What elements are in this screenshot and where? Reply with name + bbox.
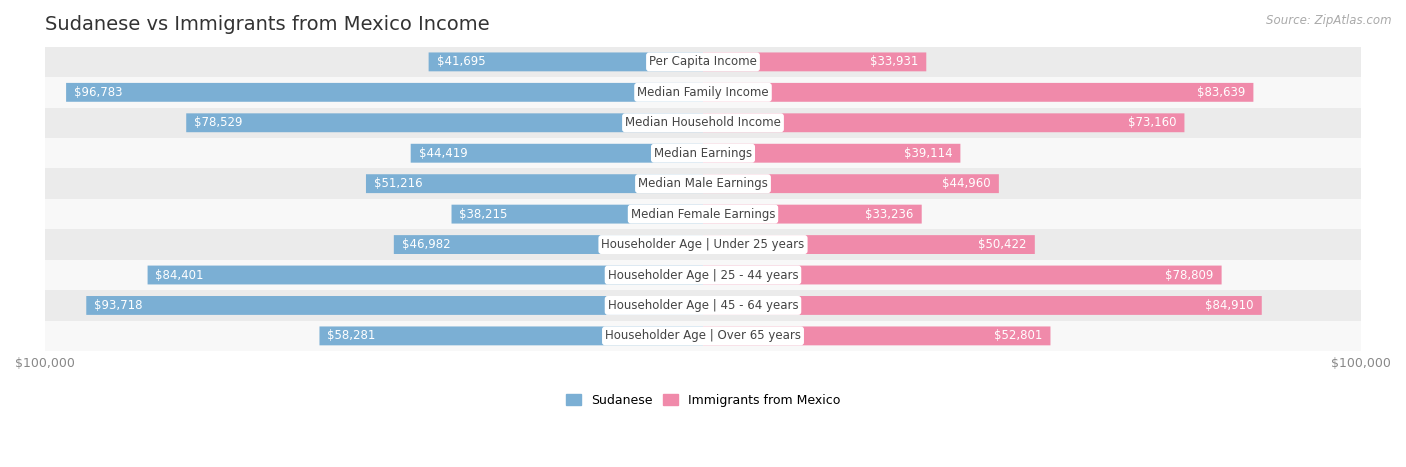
Text: Householder Age | 25 - 44 years: Householder Age | 25 - 44 years [607, 269, 799, 282]
FancyBboxPatch shape [451, 205, 703, 224]
Bar [45, 229, 1361, 260]
Bar [45, 107, 1361, 138]
Text: $38,215: $38,215 [460, 208, 508, 220]
Bar [45, 290, 1361, 321]
Text: Median Earnings: Median Earnings [654, 147, 752, 160]
Text: $51,216: $51,216 [374, 177, 422, 190]
Text: Per Capita Income: Per Capita Income [650, 56, 756, 68]
Text: Median Female Earnings: Median Female Earnings [631, 208, 775, 220]
Text: Median Household Income: Median Household Income [626, 116, 780, 129]
FancyBboxPatch shape [703, 144, 960, 163]
FancyBboxPatch shape [429, 52, 703, 71]
Text: $78,809: $78,809 [1166, 269, 1213, 282]
Text: $83,639: $83,639 [1197, 86, 1246, 99]
Bar [45, 260, 1361, 290]
FancyBboxPatch shape [394, 235, 703, 254]
Text: $52,801: $52,801 [994, 329, 1043, 342]
Text: $93,718: $93,718 [94, 299, 142, 312]
Text: Householder Age | 45 - 64 years: Householder Age | 45 - 64 years [607, 299, 799, 312]
FancyBboxPatch shape [703, 235, 1035, 254]
Text: $41,695: $41,695 [436, 56, 485, 68]
Text: $44,419: $44,419 [419, 147, 467, 160]
Text: $33,236: $33,236 [866, 208, 914, 220]
FancyBboxPatch shape [703, 296, 1261, 315]
FancyBboxPatch shape [703, 174, 998, 193]
FancyBboxPatch shape [66, 83, 703, 102]
FancyBboxPatch shape [366, 174, 703, 193]
FancyBboxPatch shape [319, 326, 703, 345]
FancyBboxPatch shape [703, 113, 1184, 132]
FancyBboxPatch shape [86, 296, 703, 315]
Text: Median Family Income: Median Family Income [637, 86, 769, 99]
Text: $84,910: $84,910 [1205, 299, 1254, 312]
FancyBboxPatch shape [703, 326, 1050, 345]
FancyBboxPatch shape [148, 266, 703, 284]
Text: $44,960: $44,960 [942, 177, 991, 190]
Text: $84,401: $84,401 [156, 269, 204, 282]
Bar [45, 138, 1361, 169]
Text: $46,982: $46,982 [402, 238, 450, 251]
Text: $78,529: $78,529 [194, 116, 243, 129]
Text: $96,783: $96,783 [75, 86, 122, 99]
Text: $39,114: $39,114 [904, 147, 952, 160]
Bar [45, 77, 1361, 107]
FancyBboxPatch shape [703, 266, 1222, 284]
Bar [45, 199, 1361, 229]
Bar [45, 47, 1361, 77]
Legend: Sudanese, Immigrants from Mexico: Sudanese, Immigrants from Mexico [561, 389, 845, 412]
Text: Median Male Earnings: Median Male Earnings [638, 177, 768, 190]
Text: Householder Age | Under 25 years: Householder Age | Under 25 years [602, 238, 804, 251]
Text: Source: ZipAtlas.com: Source: ZipAtlas.com [1267, 14, 1392, 27]
FancyBboxPatch shape [703, 83, 1253, 102]
FancyBboxPatch shape [411, 144, 703, 163]
Text: $33,931: $33,931 [870, 56, 918, 68]
FancyBboxPatch shape [703, 52, 927, 71]
Text: $73,160: $73,160 [1128, 116, 1177, 129]
Text: Householder Age | Over 65 years: Householder Age | Over 65 years [605, 329, 801, 342]
Text: $58,281: $58,281 [328, 329, 375, 342]
Text: Sudanese vs Immigrants from Mexico Income: Sudanese vs Immigrants from Mexico Incom… [45, 15, 489, 34]
FancyBboxPatch shape [703, 205, 922, 224]
Text: $50,422: $50,422 [979, 238, 1026, 251]
FancyBboxPatch shape [186, 113, 703, 132]
Bar [45, 321, 1361, 351]
Bar [45, 169, 1361, 199]
